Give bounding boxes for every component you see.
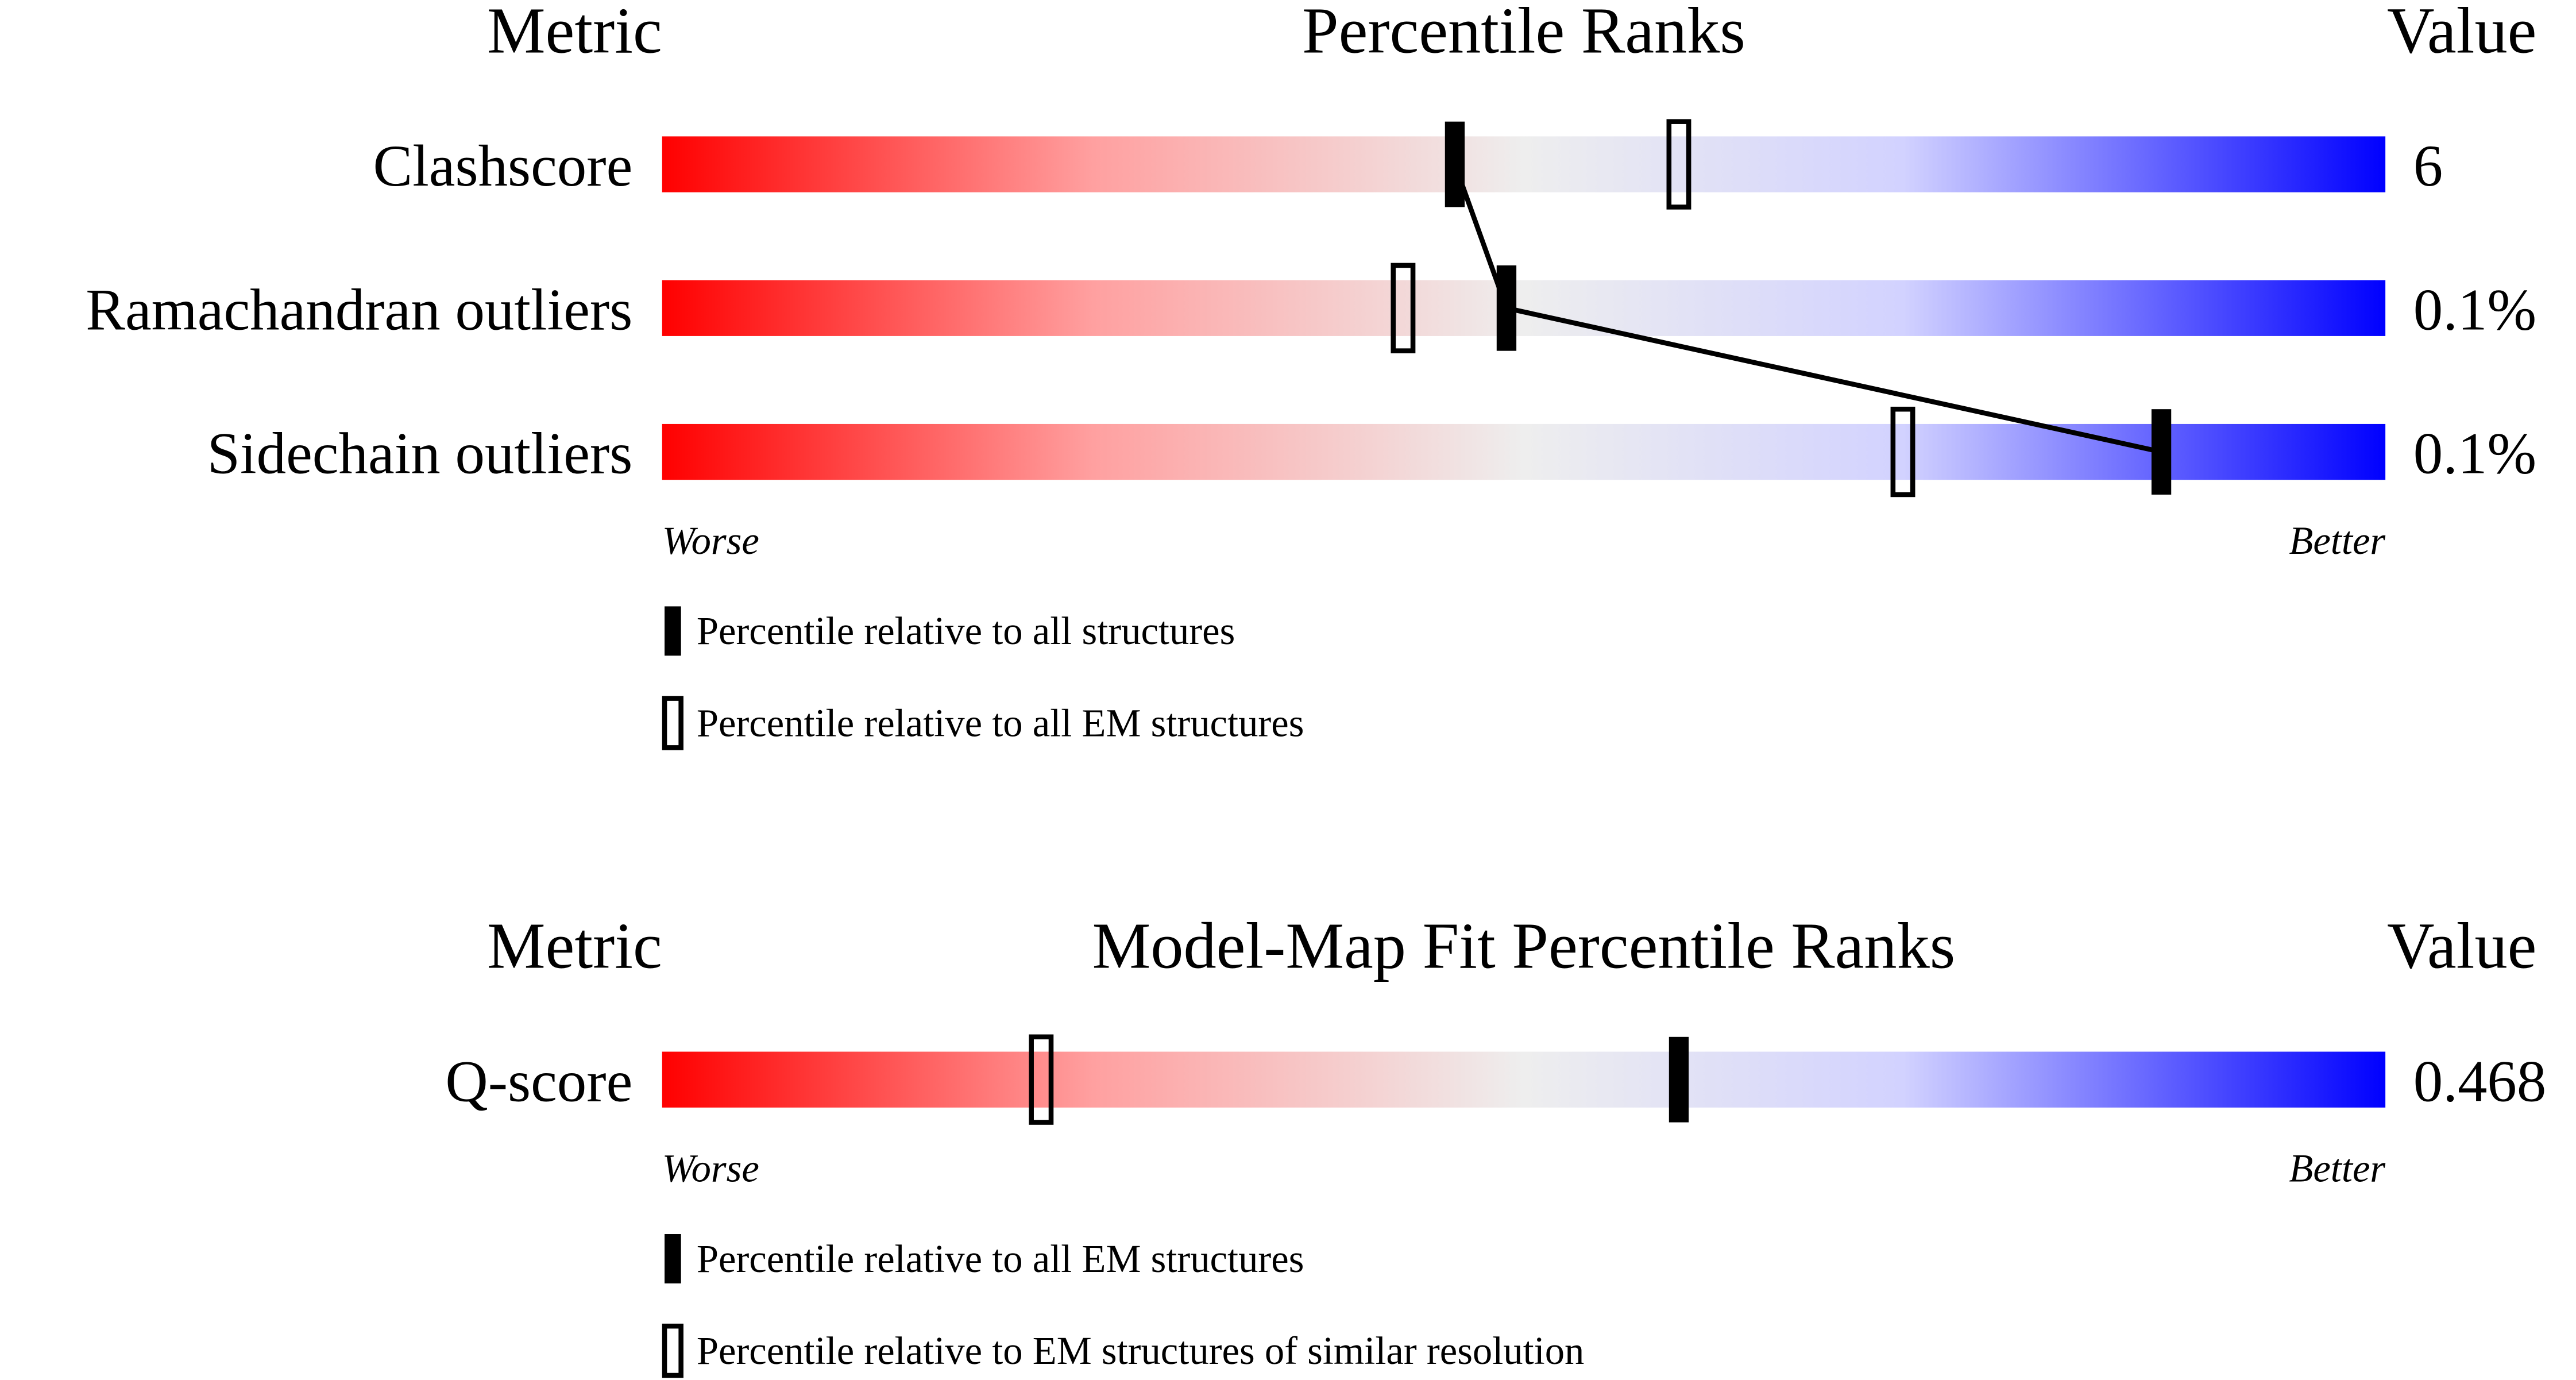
slider-bar bbox=[662, 280, 2386, 336]
low-label: Worse bbox=[662, 519, 759, 562]
legend-label: Percentile relative to all EM structures bbox=[697, 701, 1304, 745]
low-label: Worse bbox=[662, 1146, 759, 1190]
metric-value: 0.468 bbox=[2413, 1049, 2547, 1114]
metric-label: Ramachandran outliers bbox=[86, 277, 632, 342]
metric-header: Metric bbox=[487, 909, 662, 982]
legend-swatch bbox=[665, 606, 681, 656]
metric-header: Metric bbox=[487, 0, 662, 67]
metric-value: 6 bbox=[2413, 133, 2443, 199]
marker-hollow bbox=[1391, 263, 1416, 353]
value-header: Value bbox=[2387, 0, 2536, 67]
marker-hollow bbox=[1890, 406, 1915, 498]
marker-filled bbox=[1445, 121, 1465, 207]
marker-hollow bbox=[1666, 119, 1691, 210]
slider-bar bbox=[662, 423, 2386, 480]
metric-value: 0.1% bbox=[2413, 277, 2536, 342]
value-header: Value bbox=[2387, 909, 2536, 982]
slider-bar bbox=[662, 136, 2386, 192]
high-label: Better bbox=[2289, 519, 2385, 562]
marker-hollow bbox=[1029, 1034, 1054, 1125]
high-label: Better bbox=[2289, 1146, 2385, 1190]
metric-label: Clashscore bbox=[373, 133, 633, 199]
legend-label: Percentile relative to all EM structures bbox=[697, 1237, 1304, 1281]
slider-bar bbox=[662, 1051, 2386, 1108]
legend-label: Percentile relative to all structures bbox=[697, 609, 1235, 653]
chart-title: Model-Map Fit Percentile Ranks bbox=[1092, 909, 1956, 982]
metric-value: 0.1% bbox=[2413, 421, 2536, 487]
marker-filled bbox=[2151, 409, 2172, 495]
legend-label: Percentile relative to EM structures of … bbox=[697, 1329, 1585, 1373]
chart-title: Percentile Ranks bbox=[1302, 0, 1745, 67]
legend-swatch bbox=[662, 696, 683, 750]
legend-swatch bbox=[662, 1323, 683, 1378]
metric-label: Q-score bbox=[445, 1049, 632, 1114]
marker-filled bbox=[1496, 265, 1517, 351]
metric-label: Sidechain outliers bbox=[207, 421, 633, 487]
legend-swatch bbox=[665, 1234, 681, 1283]
marker-filled bbox=[1669, 1036, 1689, 1123]
